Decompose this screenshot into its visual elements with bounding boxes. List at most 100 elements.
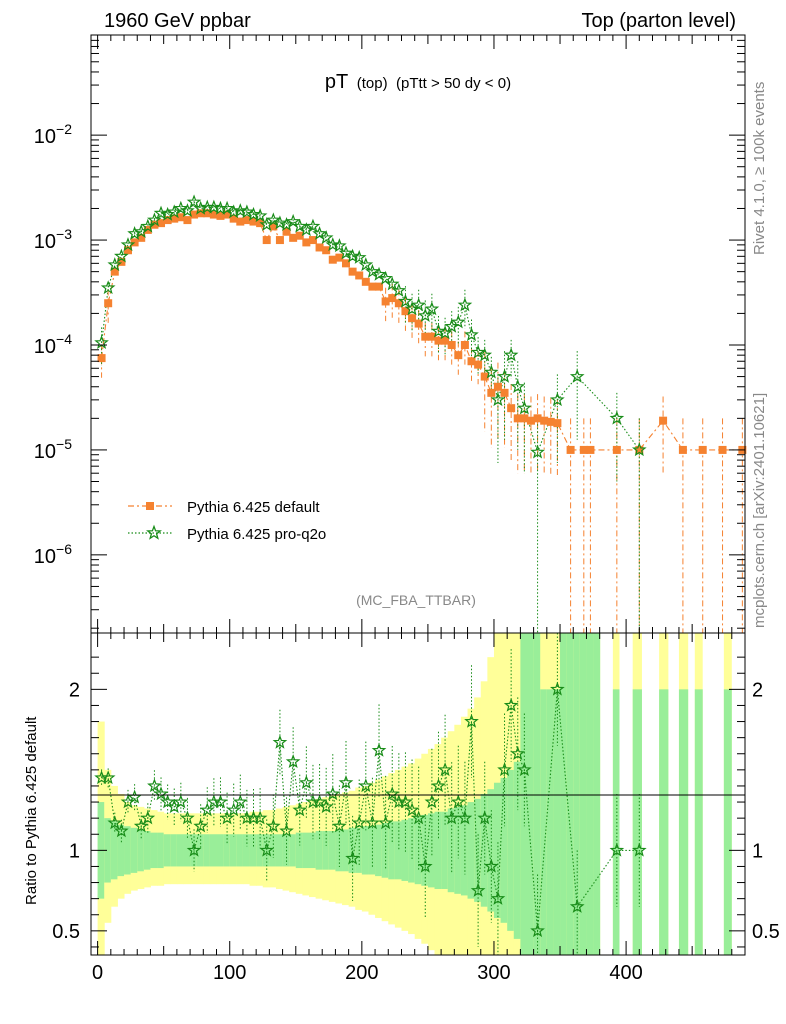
marker-proq2o xyxy=(332,238,347,253)
marker-default xyxy=(500,388,509,397)
ratio-marker-proq2o xyxy=(384,786,400,801)
ratio-band-inner xyxy=(236,834,244,867)
marker-default xyxy=(718,445,727,454)
marker-default xyxy=(130,238,139,247)
ratio-band-inner xyxy=(348,827,356,873)
ratio-marker-proq2o xyxy=(464,713,479,728)
ratio-marker-proq2o xyxy=(265,818,281,833)
ratio-marker-proq2o xyxy=(186,842,202,857)
ratio-band-inner xyxy=(203,834,211,867)
plot-title: pT (top) (pTtt > 50 dy < 0) xyxy=(325,71,511,93)
marker-proq2o xyxy=(259,217,275,231)
ratio-marker-proq2o xyxy=(232,794,248,809)
marker-proq2o xyxy=(219,200,235,215)
ratio-band-inner xyxy=(322,831,330,870)
ratio-band-inner xyxy=(124,826,132,875)
marker-default xyxy=(308,236,317,245)
marker-default xyxy=(480,372,489,381)
marker-proq2o xyxy=(345,248,360,263)
marker-default xyxy=(659,416,668,425)
marker-default xyxy=(526,416,535,425)
marker-default xyxy=(381,297,390,306)
marker-default xyxy=(170,214,179,223)
marker-default xyxy=(262,236,271,245)
marker-proq2o xyxy=(464,327,479,342)
marker-default xyxy=(540,416,549,425)
marker-default xyxy=(546,417,555,426)
ratio-band-inner xyxy=(586,633,594,955)
ratio-band-inner xyxy=(500,777,508,923)
marker-default xyxy=(447,340,456,349)
ratio-marker-proq2o xyxy=(404,802,420,817)
ratio-marker-proq2o xyxy=(180,810,195,825)
ratio-band-inner xyxy=(474,798,482,902)
ratio-marker-proq2o xyxy=(166,799,182,814)
marker-proq2o xyxy=(424,301,440,316)
marker-proq2o xyxy=(490,392,506,407)
y-tick-label: 10−2 xyxy=(34,121,72,148)
marker-default xyxy=(295,231,304,240)
ratio-band-inner xyxy=(342,829,350,872)
ratio-band-inner xyxy=(176,834,184,867)
x-tick-label: 200 xyxy=(345,962,378,984)
ratio-band-inner xyxy=(143,831,151,870)
ratio-band-inner xyxy=(196,834,204,867)
ratio-marker-proq2o xyxy=(345,850,360,865)
ratio-marker-proq2o xyxy=(510,746,526,760)
ratio-y-tick-label: 0.5 xyxy=(52,921,80,943)
ratio-marker-proq2o xyxy=(292,802,308,817)
ratio-marker-proq2o xyxy=(153,786,169,801)
marker-proq2o xyxy=(358,257,374,272)
main-panel-frame xyxy=(90,34,746,634)
ratio-marker-proq2o xyxy=(411,810,426,825)
plot-title-sub2: (pTtt > 50 dy < 0) xyxy=(396,75,511,92)
ratio-y-tick-label-right: 1 xyxy=(752,840,763,862)
marker-default xyxy=(196,209,205,218)
ratio-line-proq2o xyxy=(101,689,640,931)
ratio-marker-proq2o xyxy=(457,810,473,825)
marker-proq2o xyxy=(107,257,123,272)
ratio-band-inner xyxy=(375,824,383,877)
marker-proq2o xyxy=(338,245,354,260)
marker-default xyxy=(183,216,192,225)
ratio-marker-proq2o xyxy=(140,810,156,825)
marker-default xyxy=(467,357,476,366)
marker-default xyxy=(493,382,502,391)
marker-default xyxy=(176,213,185,222)
marker-default xyxy=(348,267,357,276)
ratio-band-inner xyxy=(408,818,416,883)
legend-label-proq2o: Pythia 6.425 pro-q2o xyxy=(187,526,326,543)
ratio-marker-proq2o xyxy=(332,818,347,833)
marker-default xyxy=(229,214,238,223)
marker-proq2o xyxy=(517,400,532,415)
ratio-band-inner xyxy=(104,818,112,883)
ratio-marker-proq2o xyxy=(173,794,189,809)
ratio-marker-proq2o xyxy=(483,858,499,873)
ratio-band-inner xyxy=(566,633,574,955)
marker-default xyxy=(678,445,687,454)
marker-proq2o xyxy=(378,270,393,285)
marker-default xyxy=(282,227,291,236)
marker-proq2o xyxy=(477,347,493,362)
ratio-band-inner xyxy=(328,831,336,870)
marker-default xyxy=(421,332,430,341)
marker-proq2o xyxy=(609,410,625,425)
marker-default xyxy=(117,257,126,266)
marker-proq2o xyxy=(193,200,208,215)
ratio-marker-proq2o xyxy=(631,842,647,857)
ratio-marker-proq2o xyxy=(351,815,367,830)
ratio-band-inner xyxy=(560,633,568,955)
marker-default xyxy=(157,219,166,228)
marker-default xyxy=(236,217,245,226)
marker-default xyxy=(249,217,258,226)
marker-default xyxy=(328,255,337,264)
ratio-band-inner xyxy=(659,689,669,955)
ratio-y-tick-label-right: 2 xyxy=(752,679,763,701)
x-tick-label: 100 xyxy=(213,962,246,984)
marker-proq2o xyxy=(180,203,195,218)
ratio-band-inner xyxy=(694,689,703,955)
ratio-band-inner xyxy=(394,821,402,880)
marker-proq2o xyxy=(120,237,136,252)
ratio-marker-proq2o xyxy=(133,818,149,833)
